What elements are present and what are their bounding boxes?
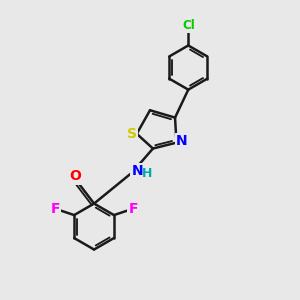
Text: F: F	[50, 202, 60, 216]
Text: H: H	[142, 167, 152, 180]
Text: N: N	[131, 164, 143, 178]
Text: Cl: Cl	[182, 19, 195, 32]
Text: O: O	[69, 169, 81, 184]
Text: F: F	[128, 202, 138, 216]
Text: S: S	[127, 127, 137, 141]
Text: N: N	[176, 134, 188, 148]
